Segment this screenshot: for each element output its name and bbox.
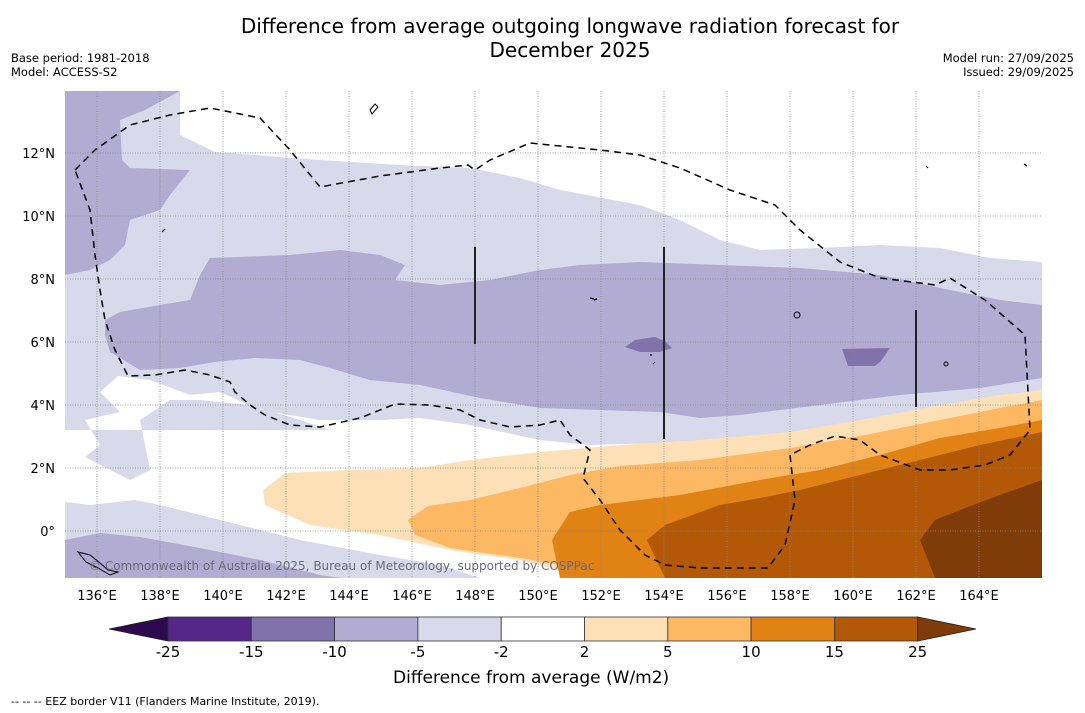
colorbar-tick-label: -5 bbox=[410, 643, 426, 661]
lon-tick-label: 156°E bbox=[707, 589, 747, 604]
colorbar-tick-label: -2 bbox=[493, 643, 509, 661]
colorbar-tick-label: -10 bbox=[322, 643, 347, 661]
title-line-1: Difference from average outgoing longwav… bbox=[240, 14, 900, 38]
eez-border-fsm bbox=[74, 107, 1031, 569]
lon-tick-label: 160°E bbox=[833, 589, 873, 604]
lon-tick-label: 152°E bbox=[581, 589, 621, 604]
contour-brown-core bbox=[920, 480, 1042, 578]
lat-tick-label: 8°N bbox=[31, 273, 56, 288]
colorbar-tick-label: 2 bbox=[579, 643, 590, 661]
lon-tick-label: 144°E bbox=[329, 589, 369, 604]
lon-tick-label: 162°E bbox=[896, 589, 936, 604]
chart-title: Difference from average outgoing longwav… bbox=[170, 14, 970, 62]
contour-purple-core-160E bbox=[842, 348, 890, 366]
colorbar-segment bbox=[334, 616, 419, 642]
copyright-text: © Commonwealth of Australia 2025, Bureau… bbox=[89, 559, 594, 573]
lon-tick-label: 154°E bbox=[644, 589, 684, 604]
colorbar-segment bbox=[584, 616, 669, 642]
lat-tick-label: 4°N bbox=[31, 399, 56, 414]
island-pohnpei bbox=[793, 311, 801, 319]
island-kosrae bbox=[943, 361, 949, 367]
eez-footnote: -- -- -- EEZ border V11 (Flanders Marine… bbox=[11, 695, 320, 708]
lon-tick-label: 138°E bbox=[140, 589, 180, 604]
contour-lavender-northwest bbox=[65, 91, 190, 275]
island-small-atolls bbox=[161, 163, 1028, 365]
colorbar-extend-max bbox=[917, 616, 977, 642]
lat-tick-label: 10°N bbox=[22, 210, 55, 225]
colorbar-tick-label: -15 bbox=[239, 643, 264, 661]
lon-tick-label: 148°E bbox=[455, 589, 495, 604]
colorbar-segment bbox=[417, 616, 502, 642]
model-name: Model: ACCESS-S2 bbox=[11, 65, 118, 79]
lon-tick-label: 158°E bbox=[770, 589, 810, 604]
colorbar-tick-label: 15 bbox=[824, 643, 844, 661]
lon-tick-label: 164°E bbox=[959, 589, 999, 604]
colorbar bbox=[108, 616, 977, 642]
colorbar-segment bbox=[167, 616, 252, 642]
meta-right: Model run: 27/09/2025 Issued: 29/09/2025 bbox=[943, 51, 1074, 79]
contour-lavender-south bbox=[65, 533, 340, 578]
colorbar-segment bbox=[500, 616, 585, 642]
colorbar-tick-label: 25 bbox=[908, 643, 928, 661]
title-line-2: December 2025 bbox=[489, 38, 651, 62]
lat-tick-label: 12°N bbox=[22, 147, 55, 162]
colorbar-tick-label: 10 bbox=[741, 643, 761, 661]
lat-tick-label: 6°N bbox=[31, 336, 56, 351]
island-new-ireland bbox=[76, 551, 120, 576]
colorbar-segment bbox=[834, 616, 919, 642]
base-period: Base period: 1981-2018 bbox=[11, 51, 150, 65]
issued-date: Issued: 29/09/2025 bbox=[963, 65, 1074, 79]
colorbar-title: Difference from average (W/m2) bbox=[393, 668, 670, 688]
contour-lavender-central-band bbox=[105, 250, 1042, 418]
model-run: Model run: 27/09/2025 bbox=[942, 51, 1074, 65]
lat-tick-label: 2°N bbox=[31, 462, 56, 477]
island-guam bbox=[369, 103, 379, 115]
lon-tick-label: 150°E bbox=[518, 589, 558, 604]
meta-left: Base period: 1981-2018 Model: ACCESS-S2 bbox=[11, 51, 150, 79]
colorbar-segment bbox=[667, 616, 752, 642]
longitude-tick-labels: 136°E 138°E 140°E 142°E 144°E 146°E 148°E 150°E… bbox=[77, 589, 999, 604]
lat-tick-label: 0° bbox=[40, 525, 55, 540]
lon-tick-label: 136°E bbox=[77, 589, 117, 604]
colorbar-tick-label: -25 bbox=[155, 643, 181, 661]
latitude-tick-labels: 12°N 10°N 8°N 6°N 4°N 2°N 0° bbox=[22, 147, 55, 540]
colorbar-segment bbox=[750, 616, 835, 642]
lon-tick-label: 146°E bbox=[392, 589, 432, 604]
colorbar-tick-label: 5 bbox=[663, 643, 673, 661]
contour-purple-core-154E bbox=[625, 337, 672, 352]
colorbar-extend-min bbox=[108, 616, 169, 642]
colorbar-segment bbox=[250, 616, 336, 642]
lon-tick-label: 142°E bbox=[266, 589, 306, 604]
map-plot-area: © Commonwealth of Australia 2025, Bureau… bbox=[65, 91, 1042, 578]
lon-tick-label: 140°E bbox=[203, 589, 243, 604]
